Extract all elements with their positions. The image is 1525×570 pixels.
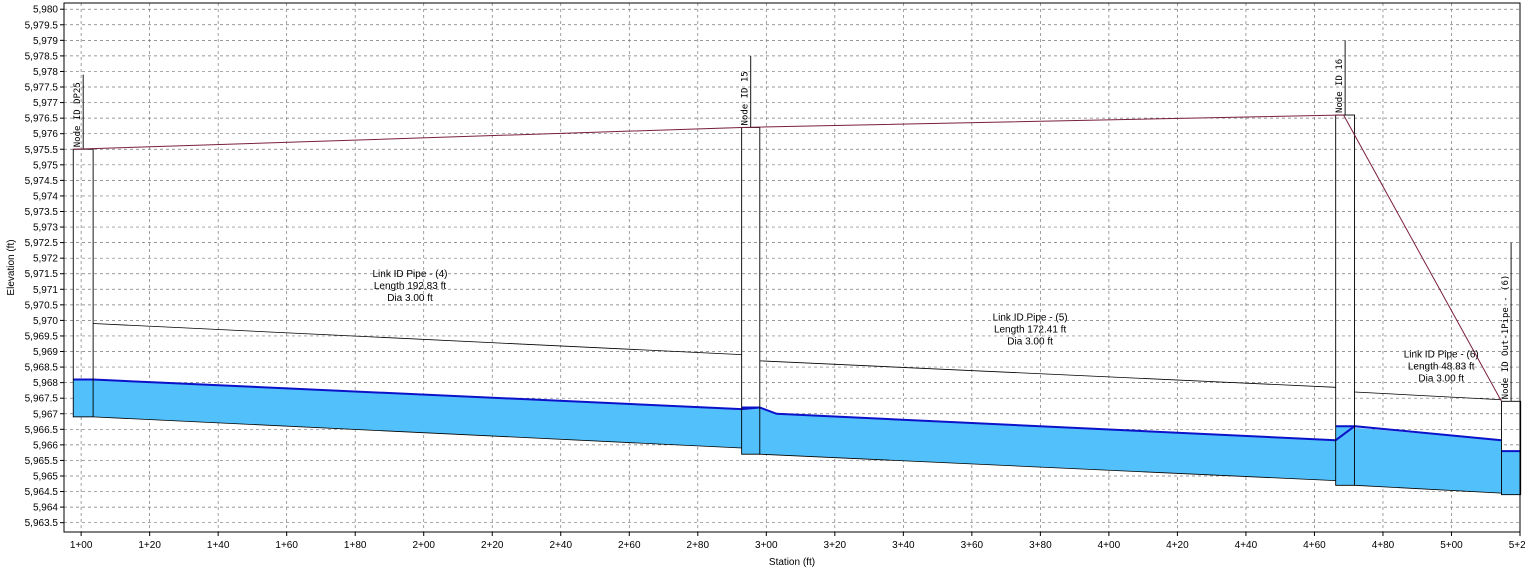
x-tick-label: 4+40: [1235, 540, 1258, 551]
x-tick-label: 2+80: [687, 540, 710, 551]
x-tick-label: 3+80: [1029, 540, 1052, 551]
y-tick-label: 5,979.5: [25, 20, 59, 31]
y-tick-label: 5,979: [33, 36, 58, 47]
y-tick-label: 5,965.5: [25, 456, 59, 467]
y-tick-label: 5,977: [33, 98, 58, 109]
y-tick-label: 5,972.5: [25, 238, 59, 249]
y-tick-label: 5,975: [33, 160, 58, 171]
y-tick-label: 5,972: [33, 254, 58, 265]
x-axis-ticks: 1+00 1+20 1+40 1+60 1+80 2+00 2+20 2+40 2+60 2+80…: [70, 532, 1525, 551]
link-label-line: Link ID Pipe - (6): [1404, 350, 1479, 361]
x-tick-label: 4+80: [1372, 540, 1395, 551]
water-fill: [73, 380, 1520, 495]
x-tick-label: 1+00: [70, 540, 93, 551]
pipe-crown-line: [93, 324, 742, 355]
node-id-label: Node ID 15: [741, 71, 751, 125]
x-tick-label: 3+60: [961, 540, 984, 551]
y-axis-ticks: 5,963.5 5,964 5,964.5 5,965 5,965.5 5,966 5,96…: [25, 5, 64, 529]
node-water-fill: [742, 408, 760, 455]
x-axis-title: Station (ft): [769, 557, 815, 568]
x-tick-label: 4+20: [1166, 540, 1189, 551]
y-tick-label: 5,975.5: [25, 145, 59, 156]
y-tick-label: 5,969: [33, 347, 58, 358]
x-tick-label: 1+40: [207, 540, 230, 551]
node-water-fill: [1336, 426, 1355, 485]
y-tick-label: 5,970: [33, 316, 58, 327]
pipe-crown-line: [760, 361, 1336, 387]
node-water-fill: [73, 380, 93, 417]
link-label-line: Link ID Pipe - (5): [993, 312, 1068, 323]
x-tick-label: 3+40: [892, 540, 915, 551]
y-tick-label: 5,966: [33, 440, 58, 451]
link-label-line: Dia 3.00 ft: [1007, 336, 1053, 347]
x-tick-label: 4+00: [1098, 540, 1121, 551]
y-tick-label: 5,965: [33, 471, 58, 482]
y-tick-label: 5,973: [33, 223, 58, 234]
pipe-water-fill: [93, 380, 742, 448]
y-tick-label: 5,964.5: [25, 487, 59, 498]
x-tick-label: 5+20: [1509, 540, 1525, 551]
x-tick-label: 2+00: [412, 540, 435, 551]
x-tick-label: 1+80: [344, 540, 367, 551]
y-tick-label: 5,964: [33, 503, 58, 514]
x-tick-label: 4+60: [1303, 540, 1326, 551]
x-tick-label: 2+20: [481, 540, 504, 551]
y-tick-label: 5,976: [33, 129, 58, 140]
y-tick-label: 5,963.5: [25, 518, 59, 529]
manhole-structure: [73, 149, 93, 417]
y-tick-label: 5,973.5: [25, 207, 59, 218]
link-label-line: Link ID Pipe - (4): [372, 269, 447, 280]
link-label-line: Length 192.83 ft: [374, 281, 447, 292]
node-id-label: Node ID Out-1Pipe - (6): [1501, 275, 1511, 400]
node-id-label: Node ID 16: [1335, 59, 1345, 113]
y-tick-label: 5,971: [33, 285, 58, 296]
y-tick-label: 5,978: [33, 67, 58, 78]
node-water-fill: [1502, 451, 1521, 495]
manhole-structure: [742, 127, 760, 454]
node-labels: Node ID DP25 Node ID 15 Node ID 16 Node ID …: [73, 59, 1511, 399]
link-label-line: Length 172.41 ft: [994, 324, 1067, 335]
pipe-water-fill: [760, 408, 1336, 481]
x-tick-label: 1+20: [138, 540, 161, 551]
y-tick-label: 5,974.5: [25, 176, 59, 187]
y-tick-label: 5,966.5: [25, 425, 59, 436]
y-tick-label: 5,968: [33, 378, 58, 389]
node-id-label: Node ID DP25: [73, 82, 83, 147]
y-tick-label: 5,978.5: [25, 51, 59, 62]
y-axis-title: Elevation (ft): [6, 239, 17, 295]
x-tick-label: 3+00: [755, 540, 778, 551]
y-tick-label: 5,976.5: [25, 114, 59, 125]
x-tick-label: 1+60: [275, 540, 298, 551]
y-tick-label: 5,969.5: [25, 331, 59, 342]
y-tick-label: 5,968.5: [25, 363, 59, 374]
link-label-line: Dia 3.00 ft: [387, 293, 433, 304]
y-tick-label: 5,971.5: [25, 269, 59, 280]
x-tick-label: 5+00: [1440, 540, 1463, 551]
link-label-line: Dia 3.00 ft: [1418, 374, 1464, 385]
x-tick-label: 3+20: [824, 540, 847, 551]
pipe-crown-line: [1355, 392, 1502, 400]
y-tick-label: 5,970.5: [25, 300, 59, 311]
x-tick-label: 2+40: [549, 540, 572, 551]
x-tick-label: 2+60: [618, 540, 641, 551]
y-tick-label: 5,977.5: [25, 83, 59, 94]
link-label-line: Length 48.83 ft: [1408, 362, 1475, 373]
y-tick-label: 5,967: [33, 409, 58, 420]
y-tick-label: 5,967.5: [25, 394, 59, 405]
y-tick-label: 5,974: [33, 191, 58, 202]
y-tick-label: 5,980: [33, 5, 58, 16]
